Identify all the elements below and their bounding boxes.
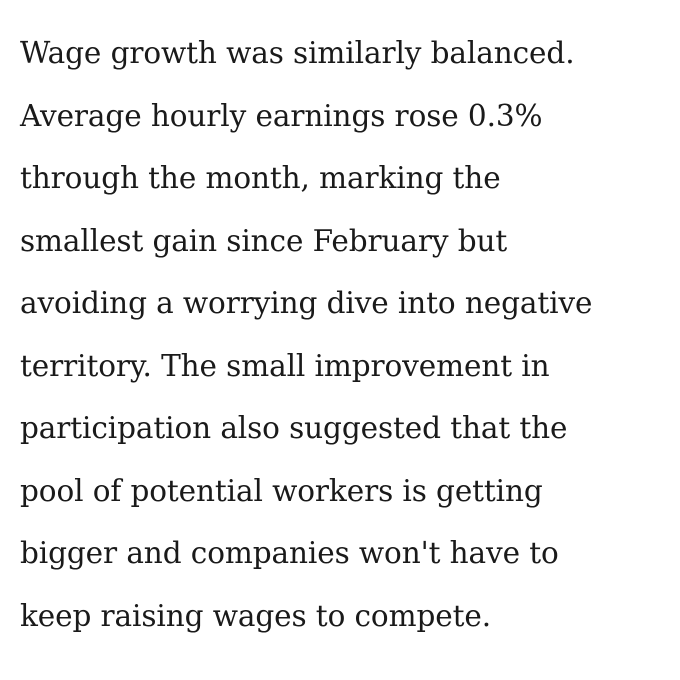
paragraph-line: avoiding a worrying dive into negative [20,286,593,320]
paragraph-line: pool of potential workers is getting [20,473,543,508]
article-paragraph: Wage growth was similarly balanced. Aver… [20,22,670,647]
paragraph-line: territory. The small improvement in [20,348,550,383]
paragraph-line: smallest gain since February but [20,223,508,258]
paragraph-line: bigger and companies won't have to [20,536,559,570]
paragraph-line: keep raising wages to compete. [20,598,491,633]
paragraph-line: through the month, marking the [20,161,501,195]
paragraph-line: participation also suggested that the [20,411,568,445]
paragraph-line: Average hourly earnings rose 0.3% [20,98,543,133]
paragraph-line: Wage growth was similarly balanced. [20,36,575,70]
